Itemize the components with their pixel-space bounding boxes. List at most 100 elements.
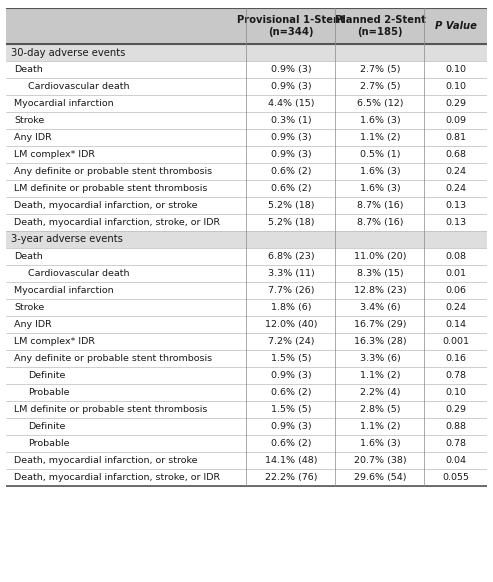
Text: 3-year adverse events: 3-year adverse events [11,235,123,244]
Text: 0.81: 0.81 [445,133,466,142]
Text: Death, myocardial infarction, or stroke: Death, myocardial infarction, or stroke [14,201,198,210]
Text: 1.6% (3): 1.6% (3) [360,184,400,193]
Text: 3.3% (11): 3.3% (11) [268,269,315,278]
Text: 2.2% (4): 2.2% (4) [360,388,400,397]
Text: 0.24: 0.24 [445,184,466,193]
Text: 0.5% (1): 0.5% (1) [360,150,400,159]
Text: Definite: Definite [28,371,66,380]
Text: 0.09: 0.09 [445,116,466,125]
Text: 1.5% (5): 1.5% (5) [271,405,311,414]
Bar [6,112,487,129]
Bar [6,231,487,248]
Bar [6,401,487,418]
Text: Any IDR: Any IDR [14,320,52,329]
Text: 0.29: 0.29 [445,99,466,108]
Text: 0.16: 0.16 [445,354,466,363]
Text: 3.3% (6): 3.3% (6) [359,354,400,363]
Text: 22.2% (76): 22.2% (76) [265,473,317,482]
Text: 1.1% (2): 1.1% (2) [360,371,400,380]
Bar [6,214,487,231]
Text: 4.4% (15): 4.4% (15) [268,99,314,108]
Text: 20.7% (38): 20.7% (38) [353,456,406,465]
Text: 8.3% (15): 8.3% (15) [356,269,403,278]
Text: Death, myocardial infarction, stroke, or IDR: Death, myocardial infarction, stroke, or… [14,218,220,227]
Bar [6,282,487,299]
Text: 0.9% (3): 0.9% (3) [271,65,311,74]
Text: 0.6% (2): 0.6% (2) [271,167,311,176]
Bar [6,418,487,435]
Text: 0.9% (3): 0.9% (3) [271,422,311,431]
Bar [6,316,487,333]
Text: Death, myocardial infarction, stroke, or IDR: Death, myocardial infarction, stroke, or… [14,473,220,482]
Text: 7.2% (24): 7.2% (24) [268,337,314,346]
Text: Myocardial infarction: Myocardial infarction [14,99,113,108]
Bar [6,44,487,61]
Text: 0.04: 0.04 [445,456,466,465]
Text: 16.3% (28): 16.3% (28) [353,337,406,346]
Text: 1.6% (3): 1.6% (3) [360,116,400,125]
Text: Death: Death [14,65,43,74]
Text: Any definite or probable stent thrombosis: Any definite or probable stent thrombosi… [14,167,212,176]
Text: 8.7% (16): 8.7% (16) [357,218,403,227]
Text: 1.1% (2): 1.1% (2) [360,422,400,431]
Text: 5.2% (18): 5.2% (18) [268,201,314,210]
Text: 12.8% (23): 12.8% (23) [353,286,406,295]
Text: 0.9% (3): 0.9% (3) [271,133,311,142]
Text: 16.7% (29): 16.7% (29) [353,320,406,329]
Text: Probable: Probable [28,439,70,448]
Text: Stroke: Stroke [14,303,44,312]
Text: P Value: P Value [435,21,477,31]
Bar [6,248,487,265]
Text: 1.5% (5): 1.5% (5) [271,354,311,363]
Text: 0.055: 0.055 [442,473,469,482]
Text: 0.9% (3): 0.9% (3) [271,82,311,91]
Bar [6,265,487,282]
Text: 0.6% (2): 0.6% (2) [271,388,311,397]
Text: 0.24: 0.24 [445,167,466,176]
Text: Any IDR: Any IDR [14,133,52,142]
Text: 0.10: 0.10 [445,388,466,397]
Text: 0.14: 0.14 [445,320,466,329]
Bar [6,95,487,112]
Bar [6,367,487,384]
Text: 0.01: 0.01 [445,269,466,278]
Text: 0.06: 0.06 [445,286,466,295]
Text: Death: Death [14,252,43,261]
Bar [6,8,487,44]
Text: Stroke: Stroke [14,116,44,125]
Text: LM definite or probable stent thrombosis: LM definite or probable stent thrombosis [14,184,208,193]
Bar [6,78,487,95]
Text: 0.29: 0.29 [445,405,466,414]
Bar [6,333,487,350]
Bar [6,197,487,214]
Text: 1.1% (2): 1.1% (2) [360,133,400,142]
Bar [6,146,487,163]
Text: 12.0% (40): 12.0% (40) [265,320,317,329]
Text: Cardiovascular death: Cardiovascular death [28,82,130,91]
Text: 0.78: 0.78 [445,371,466,380]
Text: 0.24: 0.24 [445,303,466,312]
Bar [6,384,487,401]
Text: 2.8% (5): 2.8% (5) [360,405,400,414]
Text: 0.13: 0.13 [445,201,466,210]
Text: 0.13: 0.13 [445,218,466,227]
Text: 5.2% (18): 5.2% (18) [268,218,314,227]
Text: 6.5% (12): 6.5% (12) [357,99,403,108]
Bar [6,350,487,367]
Text: Myocardial infarction: Myocardial infarction [14,286,113,295]
Text: Any definite or probable stent thrombosis: Any definite or probable stent thrombosi… [14,354,212,363]
Text: Provisional 1-Stent
(n=344): Provisional 1-Stent (n=344) [237,15,345,37]
Text: 0.10: 0.10 [445,65,466,74]
Text: 0.10: 0.10 [445,82,466,91]
Bar [6,435,487,452]
Text: 29.6% (54): 29.6% (54) [353,473,406,482]
Text: LM complex* IDR: LM complex* IDR [14,337,95,346]
Text: Cardiovascular death: Cardiovascular death [28,269,130,278]
Bar [6,129,487,146]
Text: 7.7% (26): 7.7% (26) [268,286,314,295]
Text: 1.6% (3): 1.6% (3) [360,167,400,176]
Bar [6,163,487,180]
Text: 0.6% (2): 0.6% (2) [271,439,311,448]
Text: 1.6% (3): 1.6% (3) [360,439,400,448]
Text: 0.88: 0.88 [445,422,466,431]
